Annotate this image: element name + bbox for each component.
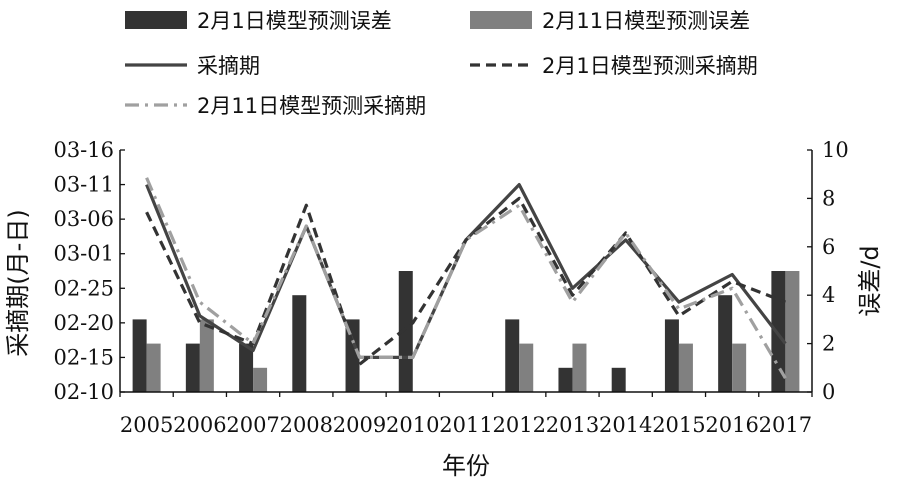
left-tick-label: 03-06 [53, 207, 114, 231]
left-tick-label: 02-20 [53, 311, 114, 335]
right-tick-label: 8 [822, 186, 835, 210]
left-tick-label: 03-16 [53, 138, 114, 162]
right-tick-label: 2 [822, 332, 835, 356]
legend-feb1-error-label: 2月1日模型预测误差 [197, 9, 392, 33]
line-harvest-date [145, 183, 787, 359]
line-feb1-predicted-harvest [145, 196, 786, 366]
bar-feb11-error-2016 [732, 343, 747, 392]
bar-feb11-error-2006 [199, 319, 214, 392]
bar-feb11-error-2005 [146, 343, 161, 392]
bar-feb11-error-2012 [519, 343, 534, 392]
bar-feb1-error-2012 [505, 319, 520, 392]
bar-feb1-error-2014 [611, 367, 626, 392]
legend-feb1-predicted-harvest-label: 2月1日模型预测采摘期 [542, 54, 758, 78]
bar-feb1-error-2007 [239, 343, 254, 392]
bar-feb11-error-2013 [572, 343, 587, 392]
bar-feb1-error-2013 [558, 367, 573, 392]
x-tick-label: 2014 [599, 413, 652, 437]
left-tick-label: 03-11 [53, 173, 114, 197]
left-tick-label: 02-25 [53, 276, 114, 300]
bar-feb11-error-2015 [678, 343, 693, 392]
right-tick-label: 6 [822, 235, 835, 259]
left-tick-label: 03-01 [53, 242, 114, 266]
x-tick-label: 2013 [546, 413, 599, 437]
left-axis-title: 采摘期(月-日) [4, 209, 32, 356]
legend-feb11-error-swatch [470, 11, 532, 29]
right-axis-title: 误差/d [856, 245, 884, 316]
right-tick-label: 4 [822, 283, 835, 307]
bar-feb1-error-2015 [664, 319, 679, 392]
right-tick-label: 0 [822, 380, 835, 404]
bar-feb11-error-2017 [785, 271, 800, 392]
legend-feb1-error-swatch [125, 11, 187, 29]
x-axis-title: 年份 [442, 452, 490, 480]
bar-feb1-error-2016 [718, 295, 733, 392]
x-tick-label: 2006 [173, 413, 226, 437]
x-tick-label: 2015 [652, 413, 705, 437]
bar-feb11-error-2007 [253, 367, 268, 392]
x-tick-label: 2012 [493, 413, 546, 437]
x-tick-label: 2017 [759, 413, 812, 437]
left-tick-label: 02-15 [53, 345, 114, 369]
x-tick-label: 2011 [439, 413, 492, 437]
x-tick-label: 2010 [386, 413, 439, 437]
legend-feb11-predicted-harvest-label: 2月11日模型预测采摘期 [197, 94, 426, 118]
x-tick-label: 2016 [705, 413, 758, 437]
left-tick-label: 02-10 [53, 380, 114, 404]
x-tick-label: 2008 [280, 413, 333, 437]
bar-feb1-error-2008 [292, 295, 307, 392]
bar-feb1-error-2006 [185, 343, 200, 392]
legend-harvest-date-label: 采摘期 [197, 54, 260, 78]
x-tick-label: 2005 [120, 413, 173, 437]
legend-feb11-error-label: 2月11日模型预测误差 [542, 9, 750, 33]
x-tick-label: 2009 [333, 413, 386, 437]
bar-feb1-error-2005 [132, 319, 147, 392]
x-tick-label: 2007 [226, 413, 279, 437]
right-tick-label: 10 [822, 138, 849, 162]
bar-feb1-error-2010 [398, 271, 413, 392]
